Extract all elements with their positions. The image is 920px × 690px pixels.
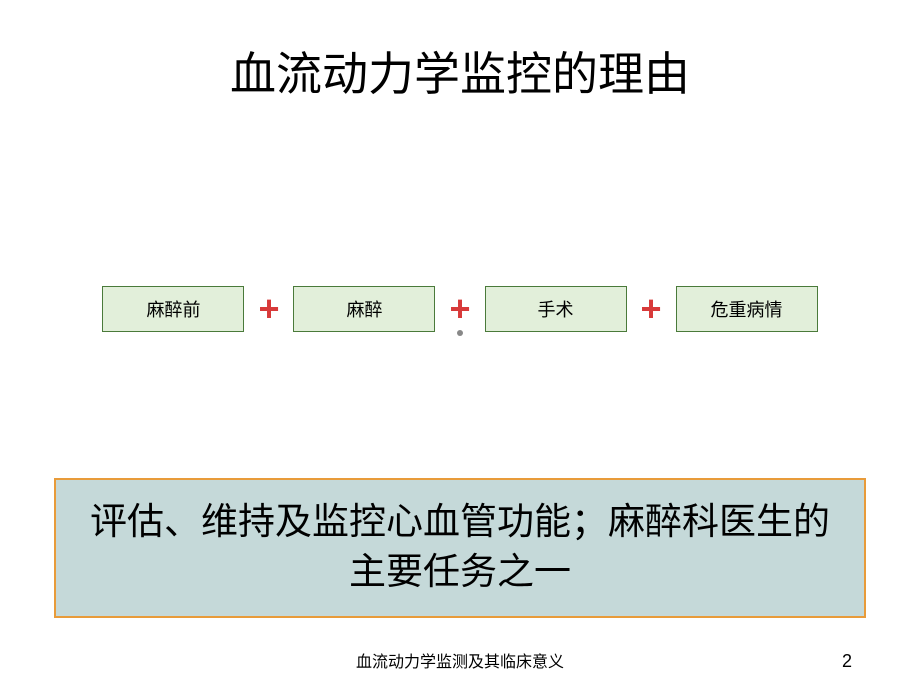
- plus-icon: +: [641, 291, 662, 327]
- flow-row: 麻醉前 + 麻醉 + 手术 + 危重病情: [0, 286, 920, 332]
- flow-box-label: 手术: [538, 296, 574, 322]
- flow-box-3: 手术: [485, 286, 627, 332]
- flow-box-4: 危重病情: [676, 286, 818, 332]
- slide-title: 血流动力学监控的理由: [0, 0, 920, 104]
- flow-box-label: 麻醉: [346, 296, 382, 322]
- flow-box-1: 麻醉前: [102, 286, 244, 332]
- flow-box-label: 危重病情: [711, 296, 783, 322]
- flow-box-label: 麻醉前: [146, 296, 200, 322]
- plus-icon: +: [258, 291, 279, 327]
- conclusion-box: 评估、维持及监控心血管功能；麻醉科医生的主要任务之一: [54, 478, 866, 618]
- footer-text: 血流动力学监测及其临床意义: [356, 648, 564, 672]
- page-number: 2: [842, 651, 852, 672]
- center-marker-icon: [457, 330, 463, 336]
- flow-box-2: 麻醉: [293, 286, 435, 332]
- plus-icon: +: [449, 291, 470, 327]
- conclusion-text: 评估、维持及监控心血管功能；麻醉科医生的主要任务之一: [90, 502, 830, 593]
